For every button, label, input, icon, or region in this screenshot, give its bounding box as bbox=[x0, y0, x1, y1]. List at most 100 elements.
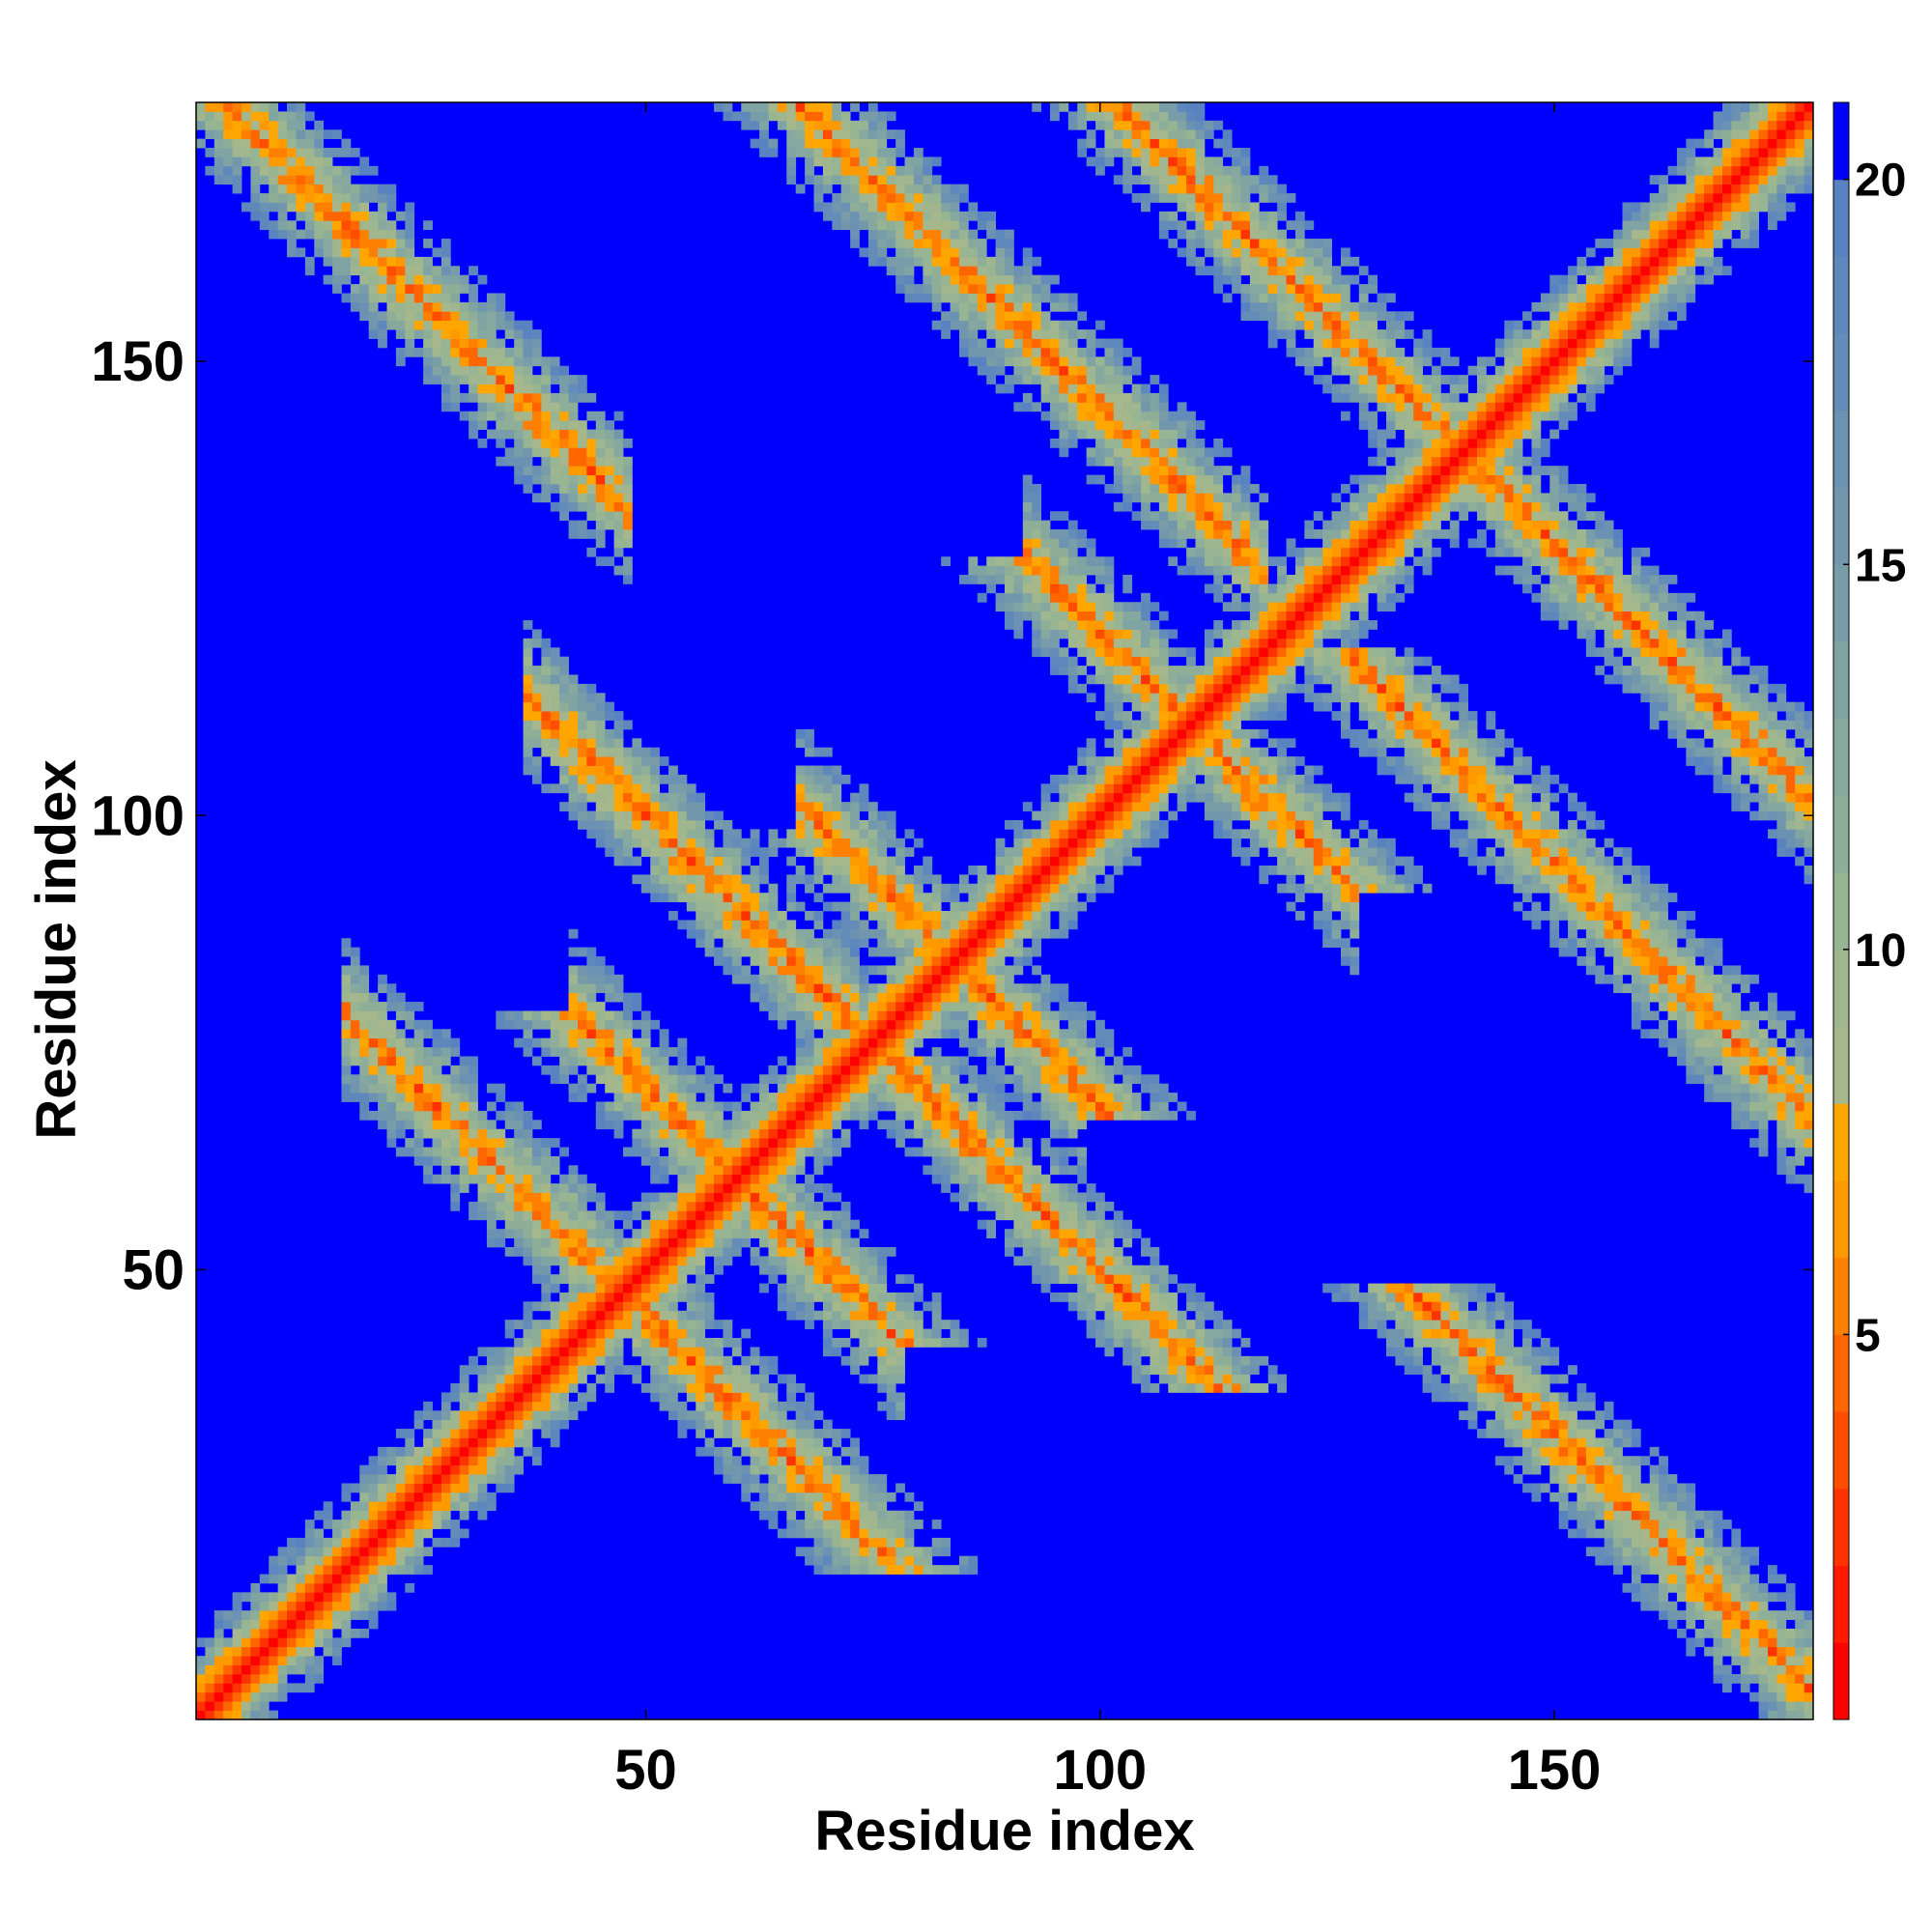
heatmap-cell bbox=[1022, 266, 1033, 276]
heatmap-cell bbox=[813, 1010, 824, 1021]
heatmap-cell bbox=[368, 1547, 379, 1557]
heatmap-cell bbox=[477, 311, 488, 322]
heatmap-cell bbox=[813, 992, 824, 1003]
heatmap-cell bbox=[368, 1093, 379, 1102]
heatmap-cell bbox=[659, 1174, 669, 1184]
heatmap-cell bbox=[832, 992, 842, 1003]
heatmap-cell bbox=[704, 1301, 715, 1312]
heatmap-cell bbox=[822, 1565, 833, 1575]
heatmap-cell bbox=[550, 1410, 560, 1421]
heatmap-cell bbox=[750, 992, 760, 1003]
heatmap-cell bbox=[341, 1574, 352, 1584]
heatmap-cell bbox=[304, 1565, 315, 1575]
heatmap-cell bbox=[640, 792, 651, 803]
heatmap-cell bbox=[623, 556, 633, 567]
heatmap-cell bbox=[741, 1138, 752, 1148]
heatmap-cell bbox=[832, 1429, 842, 1438]
heatmap-cell bbox=[359, 1083, 370, 1094]
heatmap-cell bbox=[686, 792, 696, 803]
heatmap-cell bbox=[950, 1120, 960, 1130]
heatmap-cell bbox=[613, 501, 624, 512]
heatmap-cell bbox=[613, 511, 624, 521]
heatmap-cell bbox=[259, 148, 270, 157]
heatmap-cell bbox=[359, 301, 370, 312]
heatmap-cell bbox=[913, 1037, 923, 1048]
heatmap-cell bbox=[568, 756, 579, 766]
heatmap-cell bbox=[941, 983, 951, 994]
heatmap-cell bbox=[686, 1074, 696, 1085]
heatmap-cell bbox=[895, 1555, 905, 1566]
heatmap-cell bbox=[277, 175, 288, 185]
heatmap-cell bbox=[368, 1592, 379, 1603]
heatmap-cell bbox=[958, 311, 969, 322]
heatmap-cell bbox=[632, 829, 642, 839]
heatmap-cell bbox=[496, 338, 506, 349]
heatmap-cell bbox=[586, 1037, 597, 1048]
heatmap-cell bbox=[432, 1174, 442, 1184]
heatmap-cell bbox=[840, 1101, 851, 1112]
heatmap-cell bbox=[450, 1183, 461, 1193]
heatmap-cell bbox=[450, 329, 461, 339]
heatmap-cell bbox=[504, 1401, 515, 1411]
heatmap-cell bbox=[759, 1210, 769, 1221]
heatmap-cell bbox=[623, 792, 633, 803]
heatmap-cell bbox=[659, 1264, 669, 1275]
heatmap-cell bbox=[632, 856, 642, 867]
heatmap-cell bbox=[859, 1274, 869, 1284]
heatmap-cell bbox=[777, 1165, 787, 1176]
heatmap-cell bbox=[1022, 575, 1033, 584]
heatmap-cell bbox=[1022, 1192, 1033, 1203]
heatmap-cell bbox=[850, 847, 860, 857]
heatmap-cell bbox=[541, 1392, 552, 1403]
heatmap-cell bbox=[550, 1301, 560, 1312]
heatmap-cell bbox=[504, 447, 515, 458]
heatmap-cell bbox=[595, 529, 606, 539]
heatmap-cell bbox=[1022, 1029, 1033, 1039]
heatmap-cell bbox=[859, 175, 869, 185]
heatmap-cell bbox=[958, 320, 969, 330]
heatmap-cell bbox=[786, 1110, 797, 1121]
heatmap-cell bbox=[514, 329, 524, 339]
heatmap-cell bbox=[386, 301, 397, 312]
heatmap-cell bbox=[886, 175, 896, 185]
heatmap-cell bbox=[550, 1429, 560, 1438]
heatmap-cell bbox=[923, 1555, 933, 1566]
heatmap-cell bbox=[850, 1083, 860, 1094]
heatmap-cell bbox=[359, 1501, 370, 1512]
heatmap-cell bbox=[795, 1283, 806, 1293]
heatmap-cell bbox=[504, 1355, 515, 1366]
heatmap-cell bbox=[277, 1601, 288, 1611]
heatmap-cell bbox=[723, 911, 733, 921]
heatmap-cell bbox=[805, 129, 814, 140]
heatmap-cell bbox=[577, 1392, 587, 1403]
heatmap-cell bbox=[523, 365, 533, 376]
heatmap-cell bbox=[1022, 1037, 1033, 1048]
heatmap-cell bbox=[550, 1155, 560, 1166]
heatmap-cell bbox=[995, 1174, 1006, 1184]
heatmap-cell bbox=[423, 1464, 433, 1475]
heatmap-cell bbox=[677, 792, 688, 803]
heatmap-cell bbox=[559, 511, 569, 521]
heatmap-cell bbox=[378, 1019, 387, 1030]
heatmap-cell bbox=[640, 1010, 651, 1021]
heatmap-cell bbox=[867, 1292, 878, 1302]
heatmap-cell bbox=[850, 1328, 860, 1339]
heatmap-cell bbox=[314, 129, 325, 140]
heatmap-cell bbox=[696, 1147, 706, 1157]
heatmap-cell bbox=[432, 347, 442, 357]
heatmap-cell bbox=[640, 1065, 651, 1075]
heatmap-cell bbox=[605, 1347, 614, 1357]
heatmap-cell bbox=[523, 701, 533, 712]
heatmap-cell bbox=[786, 1374, 797, 1384]
heatmap-cell bbox=[741, 1110, 752, 1121]
heatmap-cell bbox=[731, 965, 742, 976]
heatmap-cell bbox=[586, 819, 597, 830]
heatmap-cell bbox=[531, 411, 542, 421]
heatmap-cell bbox=[605, 1065, 614, 1075]
heatmap-cell bbox=[741, 883, 752, 894]
heatmap-cell bbox=[304, 1610, 315, 1620]
heatmap-cell bbox=[632, 1301, 642, 1312]
heatmap-cell bbox=[613, 466, 624, 475]
heatmap-cell bbox=[623, 1328, 633, 1339]
heatmap-cell bbox=[1022, 511, 1033, 521]
